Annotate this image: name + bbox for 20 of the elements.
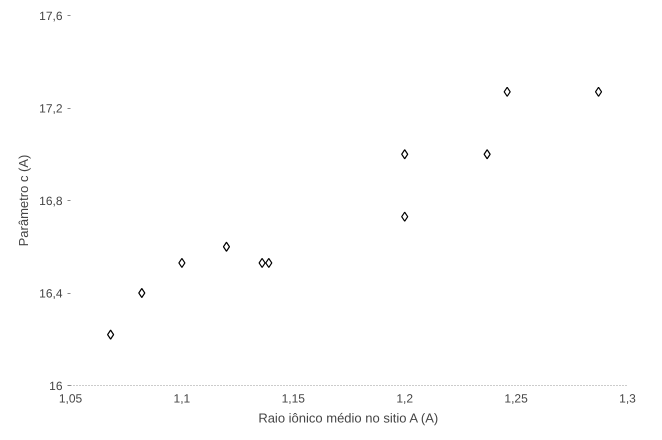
y-tick-label: 16: [49, 379, 63, 393]
y-tick-label: 17,6: [39, 9, 63, 23]
y-tick-label: 16,4: [39, 286, 63, 300]
x-tick-label: 1,1: [174, 392, 191, 406]
point: [401, 212, 408, 222]
point: [504, 86, 511, 97]
x-axis-title: Raio iônico médio no sitio A (A): [258, 410, 438, 426]
point: [594, 86, 602, 97]
point: [401, 149, 408, 160]
y-axis-title: Parâmetro c (A): [16, 154, 32, 246]
point: [484, 149, 491, 160]
x-tick-label: 1,15: [282, 392, 306, 406]
point: [222, 242, 230, 252]
point: [107, 330, 114, 340]
x-tick-label: 1,3: [619, 392, 636, 406]
x-tick-label: 1,2: [396, 392, 414, 406]
x-tick-label: 1,25: [504, 392, 528, 406]
y-tick-label: 17,2: [39, 102, 63, 116]
x-tick-label: 1,05: [58, 392, 83, 406]
y-tick-label: 16,8: [39, 194, 63, 208]
